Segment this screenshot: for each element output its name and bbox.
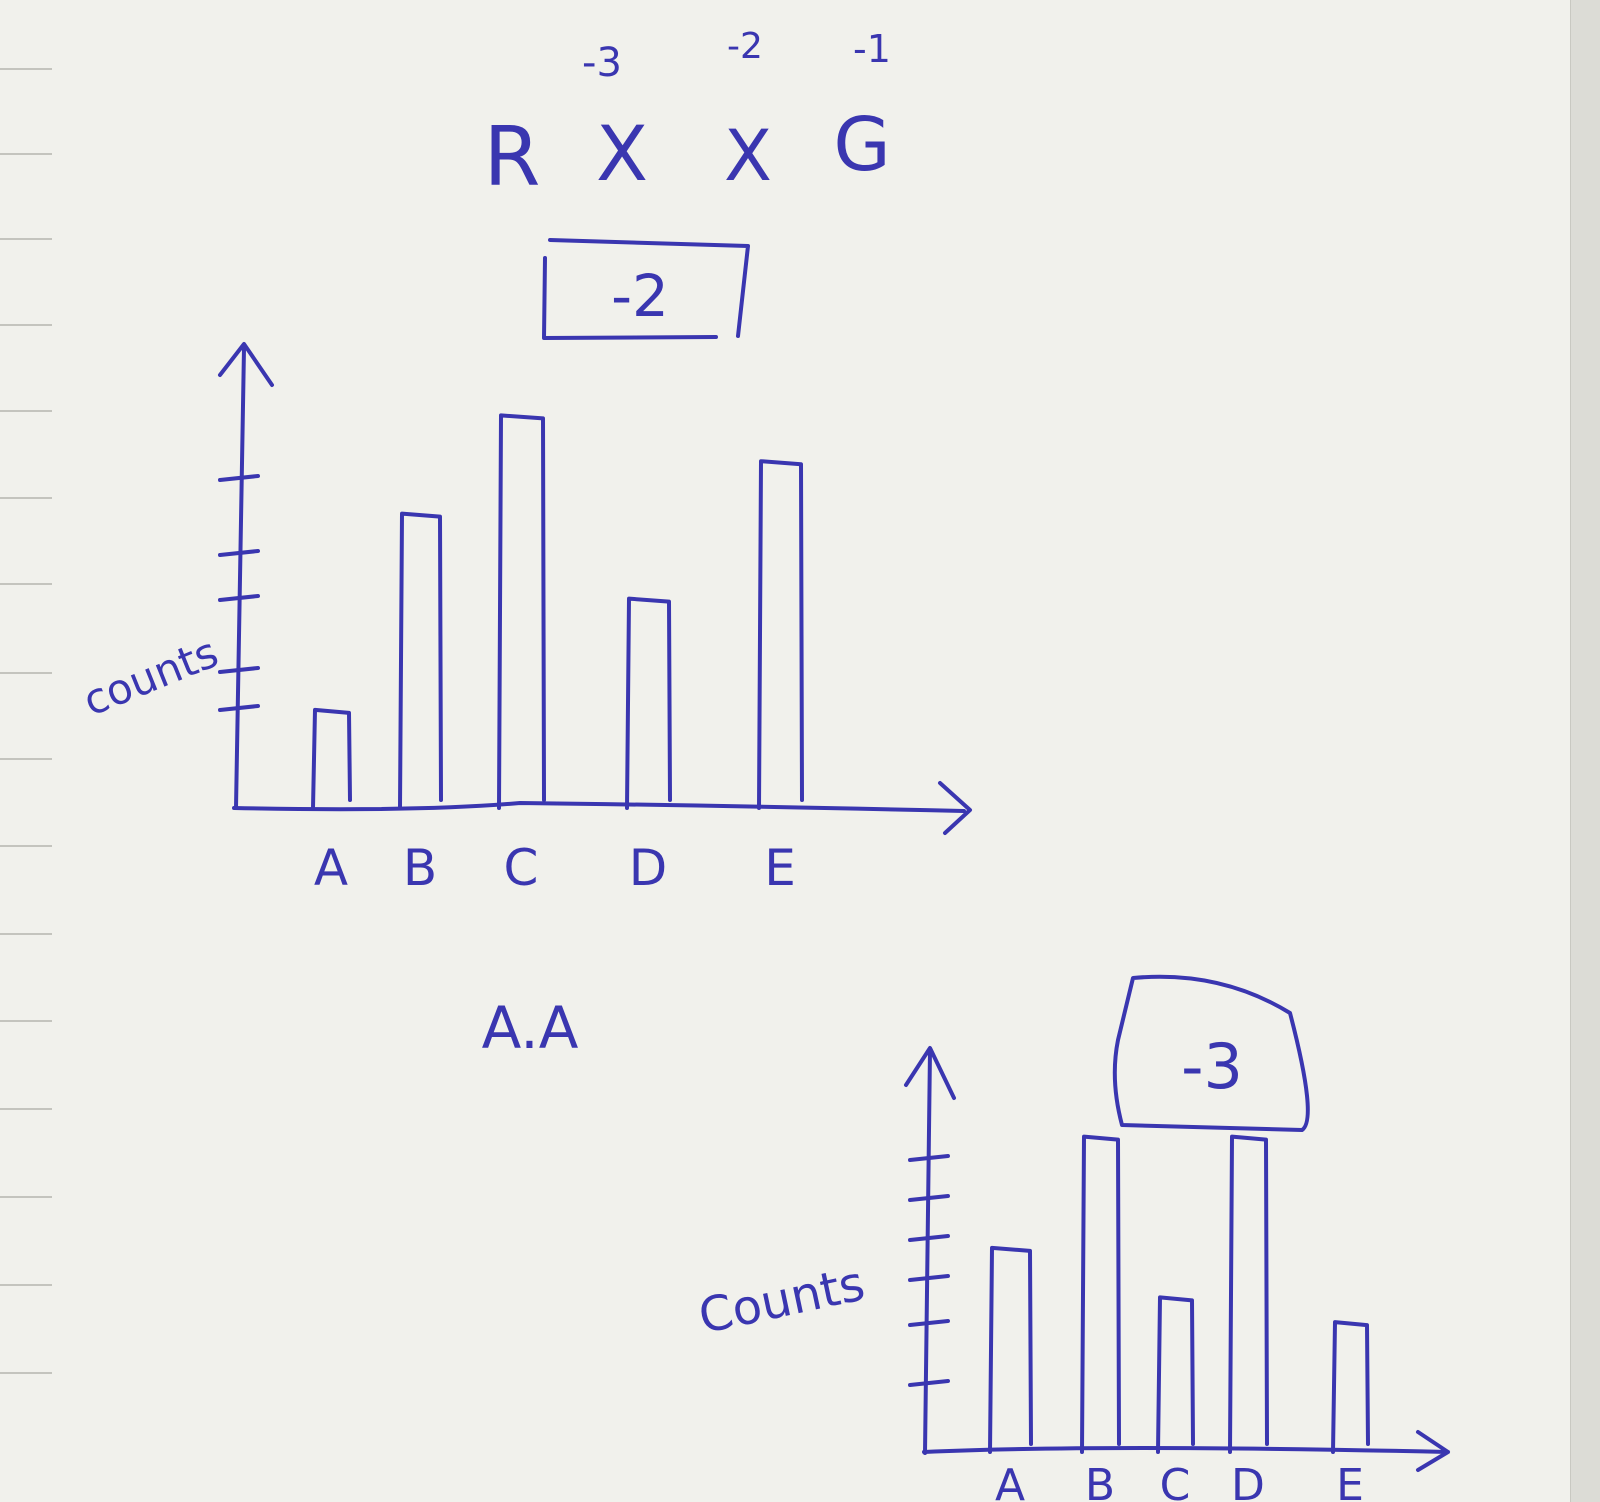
bar-c (1156, 1295, 1195, 1454)
y-axis-tick (218, 666, 260, 674)
boxed-value-frame (542, 238, 750, 340)
notebook-rule (0, 238, 52, 240)
bar-b (398, 511, 443, 810)
header-letters: R X X G (484, 102, 891, 205)
notebook-rule (0, 1196, 52, 1198)
notebook-rule (0, 68, 52, 70)
sequence-letter: G (833, 102, 890, 188)
bar-a (311, 707, 352, 810)
sequence-letter: X (596, 109, 648, 198)
score-label: -1 (853, 27, 891, 71)
boxed-value: -3 (1181, 1030, 1243, 1103)
bar-e (1331, 1320, 1370, 1454)
notebook-rule (0, 933, 52, 935)
x-axis (232, 781, 972, 835)
x-tick-label: B (403, 839, 437, 897)
y-axis-label: Counts (694, 1256, 870, 1346)
score-label: -3 (582, 40, 622, 86)
x-tick-label: A (314, 839, 348, 897)
y-axis (904, 1046, 956, 1455)
x-tick-label: C (504, 839, 539, 897)
boxed-value: -2 (611, 262, 669, 330)
notebook-rule (0, 672, 52, 674)
sequence-letter: R (484, 110, 541, 205)
sequence-letter: X (724, 115, 772, 197)
notebook-rule (0, 1108, 52, 1110)
y-axis-tick (908, 1379, 950, 1387)
notebook-rule (0, 410, 52, 412)
notebook-page-edge (1570, 0, 1600, 1502)
notebook-rule (0, 1284, 52, 1286)
y-axis-tick (218, 474, 260, 482)
boxed-value-frame (1112, 974, 1310, 1132)
y-axis-tick (908, 1319, 950, 1327)
x-tick-label: E (1336, 1460, 1364, 1502)
x-tick-label: A (995, 1460, 1025, 1502)
bar-b (1080, 1134, 1121, 1454)
y-axis-tick (218, 549, 260, 557)
x-tick-label: C (1160, 1460, 1191, 1502)
y-axis-tick (218, 704, 260, 712)
y-axis-tick (908, 1194, 950, 1202)
y-axis-tick (908, 1154, 950, 1162)
notebook-rule (0, 1020, 52, 1022)
notebook-rule (0, 583, 52, 585)
notebook-rule (0, 324, 52, 326)
bar-e (757, 459, 804, 810)
notebook-rule (0, 1372, 52, 1374)
x-axis (922, 1430, 1450, 1472)
x-tick-label: D (629, 839, 668, 897)
bar-d (625, 596, 672, 810)
notebook-rule (0, 758, 52, 760)
between-label: A.A (482, 994, 579, 1062)
header-scores: -3 -2 -1 (582, 26, 891, 86)
notebook-rule (0, 845, 52, 847)
bar-a (988, 1245, 1033, 1454)
score-label: -2 (727, 26, 763, 67)
y-axis-tick (908, 1234, 950, 1242)
bar-c (497, 413, 546, 810)
y-axis (218, 342, 274, 810)
y-axis-label: counts (76, 628, 225, 726)
x-tick-label: B (1085, 1460, 1115, 1502)
x-tick-label: D (1231, 1460, 1265, 1502)
notebook-rule (0, 153, 52, 155)
x-tick-label: E (764, 839, 796, 897)
y-axis-tick (908, 1274, 950, 1282)
notebook-rule (0, 497, 52, 499)
y-axis-tick (218, 594, 260, 602)
bar-d (1228, 1134, 1269, 1454)
